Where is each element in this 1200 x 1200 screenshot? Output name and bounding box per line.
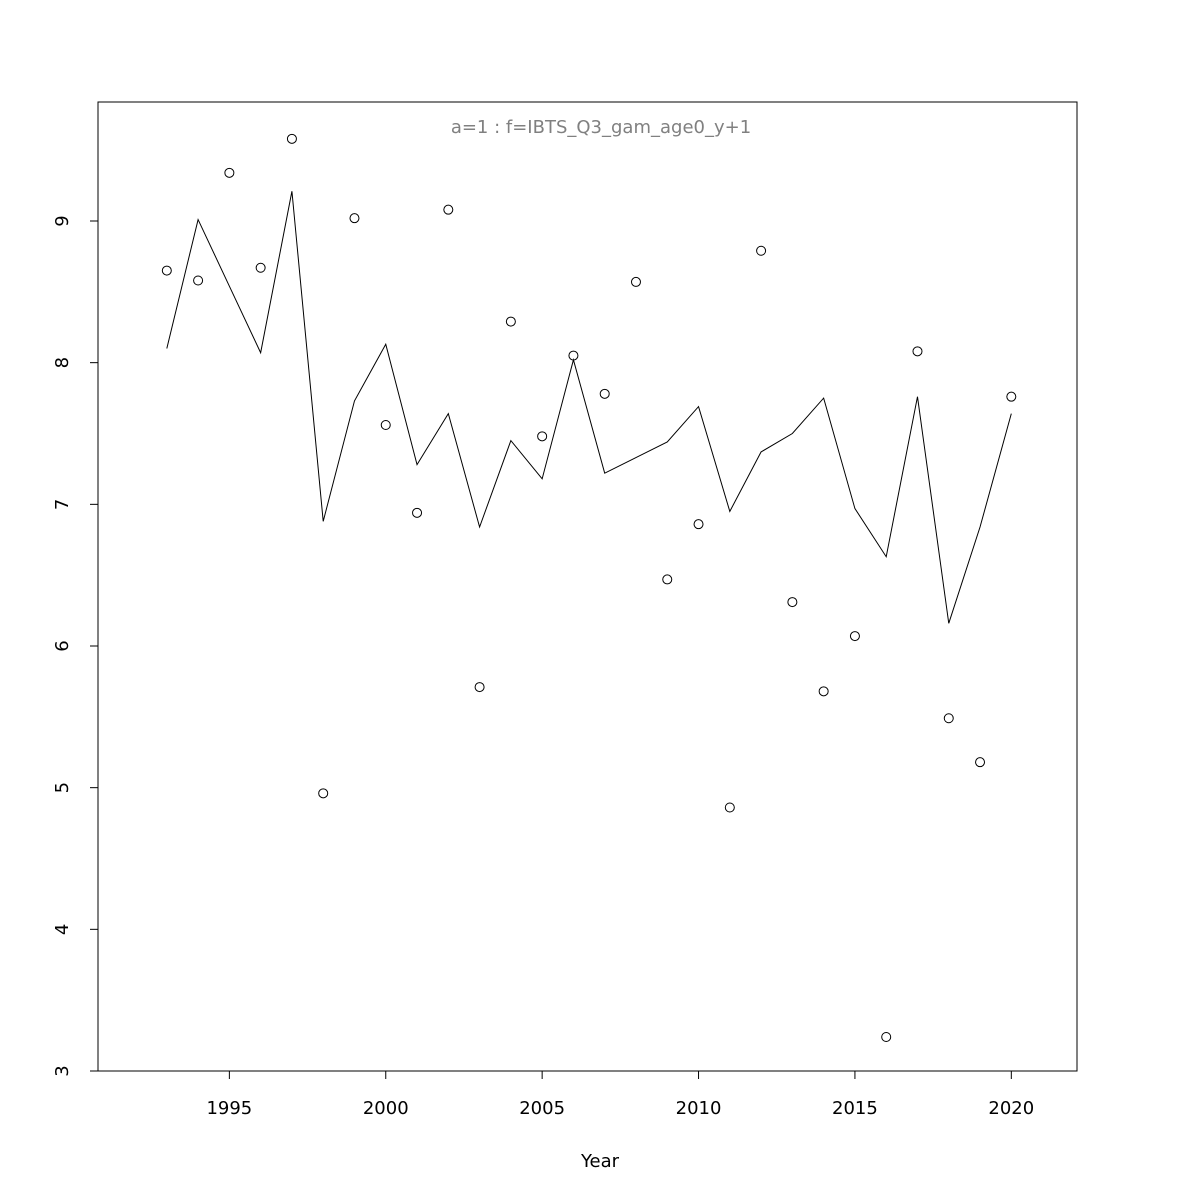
y-tick-label: 8 bbox=[52, 357, 73, 368]
point bbox=[849, 631, 860, 642]
point bbox=[474, 682, 485, 693]
x-tick-label: 2005 bbox=[519, 1098, 565, 1119]
point bbox=[943, 713, 954, 724]
point bbox=[537, 431, 548, 442]
plot-box bbox=[97, 101, 1078, 1072]
point bbox=[224, 167, 235, 178]
x-tick-label: 2000 bbox=[363, 1098, 409, 1119]
point bbox=[505, 316, 516, 327]
point bbox=[975, 757, 986, 768]
point bbox=[443, 204, 454, 215]
y-tick-label: 5 bbox=[52, 782, 73, 793]
y-tick-label: 3 bbox=[52, 1065, 73, 1076]
y-tick-label: 7 bbox=[52, 499, 73, 510]
x-tick-label: 2020 bbox=[988, 1098, 1034, 1119]
point bbox=[724, 802, 735, 813]
point bbox=[662, 574, 673, 585]
point bbox=[412, 507, 423, 518]
y-tick-label: 4 bbox=[52, 924, 73, 935]
point bbox=[349, 213, 360, 224]
point bbox=[630, 276, 641, 287]
point bbox=[599, 388, 610, 399]
point bbox=[1006, 391, 1017, 402]
x-tick-label: 2010 bbox=[676, 1098, 722, 1119]
y-tick-label: 9 bbox=[52, 215, 73, 226]
point bbox=[193, 275, 204, 286]
point bbox=[881, 1032, 892, 1042]
point bbox=[787, 597, 798, 608]
chart-title: a=1 : f=IBTS_Q3_gam_age0_y+1 bbox=[451, 117, 751, 138]
y-tick-label: 6 bbox=[52, 640, 73, 651]
x-tick-label: 2015 bbox=[832, 1098, 878, 1119]
line bbox=[166, 191, 1012, 624]
point bbox=[161, 265, 172, 276]
point bbox=[818, 686, 829, 697]
point bbox=[756, 245, 767, 256]
point bbox=[693, 519, 704, 530]
point bbox=[380, 420, 391, 430]
point bbox=[286, 133, 297, 144]
point bbox=[318, 788, 329, 799]
point bbox=[912, 346, 923, 357]
x-tick-label: 1995 bbox=[206, 1098, 252, 1119]
point bbox=[255, 262, 266, 273]
x-axis-label: Year bbox=[580, 1151, 620, 1172]
